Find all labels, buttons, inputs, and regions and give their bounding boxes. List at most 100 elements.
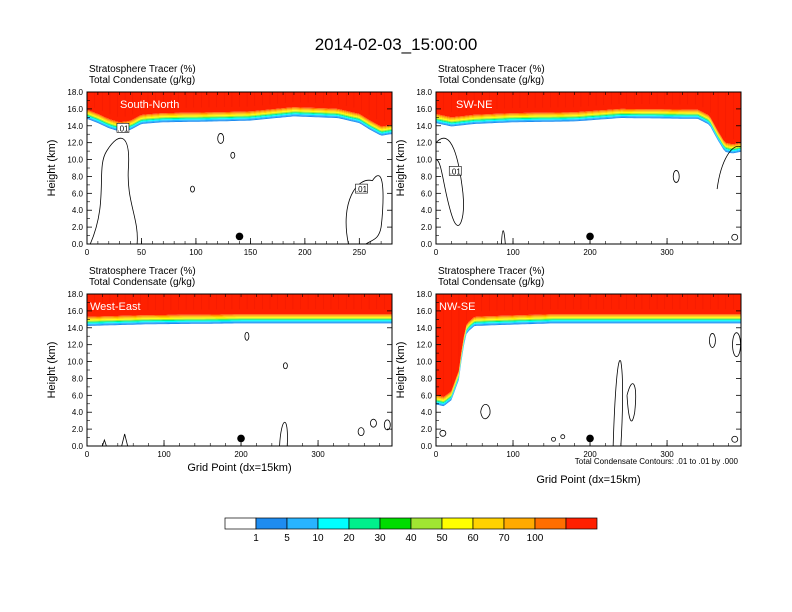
panel-header-line2: Total Condensate (g/kg)	[438, 75, 544, 86]
tracer-band-1	[87, 314, 392, 318]
contour-line-2	[244, 331, 250, 341]
contour-line-3	[190, 185, 195, 193]
tracer-band-6	[87, 319, 392, 323]
panel-header-line2: Total Condensate (g/kg)	[89, 75, 195, 86]
y-tick-label: 8.0	[421, 172, 433, 181]
colorbar-label: 100	[527, 533, 544, 544]
contour-line-2	[672, 170, 680, 183]
x-tick-label: 100	[189, 248, 203, 257]
tracer-field	[436, 294, 741, 446]
condensate-contours	[102, 331, 391, 446]
y-tick-label: 0.0	[72, 240, 84, 249]
x-tick-label: 150	[244, 248, 258, 257]
tracer-band-9	[87, 322, 392, 326]
y-tick-label: 12.0	[416, 139, 432, 148]
panel-3: Stratosphere Tracer (%)Total Condensate …	[395, 266, 742, 486]
y-tick-label: 2.0	[421, 425, 433, 434]
contour-line-4	[345, 175, 384, 244]
colorbar-label: 1	[253, 533, 259, 544]
colorbar-swatch	[472, 517, 505, 530]
y-tick-label: 12.0	[416, 341, 432, 350]
y-tick-label: 8.0	[421, 374, 433, 383]
y-tick-label: 4.0	[72, 206, 84, 215]
tracer-band-6	[436, 319, 741, 404]
x-tick-label: 250	[353, 248, 367, 257]
location-marker	[235, 232, 244, 241]
y-tick-label: 10.0	[67, 156, 83, 165]
x-tick-label: 300	[660, 450, 674, 459]
contour-line-1	[102, 438, 107, 446]
y-tick-label: 18.0	[67, 88, 83, 97]
x-tick-label: 300	[311, 450, 325, 459]
tracer-band-2	[436, 315, 741, 399]
contour-label: .01	[356, 185, 368, 194]
colorbar-swatch	[286, 517, 319, 530]
colorbar-swatch	[379, 517, 412, 530]
panel-header-line1: Stratosphere Tracer (%)	[89, 64, 196, 75]
panel-2: Stratosphere Tracer (%)Total Condensate …	[46, 266, 393, 474]
panels-group: Stratosphere Tracer (%)Total Condensate …	[46, 64, 742, 486]
y-tick-label: 8.0	[72, 374, 84, 383]
location-marker	[586, 434, 594, 443]
contour-line-7	[383, 419, 391, 431]
y-axis-label: Height (km)	[46, 140, 58, 197]
contour-line-0	[121, 433, 129, 446]
tracer-field: .01 .01	[87, 92, 392, 244]
tracer-field	[87, 294, 392, 446]
contour-line-2	[612, 360, 624, 446]
tracer-band-3	[87, 316, 392, 320]
y-tick-label: 18.0	[67, 290, 83, 299]
x-tick-label: 200	[583, 450, 597, 459]
y-tick-label: 18.0	[416, 88, 432, 97]
panel-region-label: SW-NE	[456, 99, 492, 111]
colorbar-swatch	[565, 517, 598, 530]
tracer-band-3	[436, 316, 741, 400]
y-tick-label: 6.0	[72, 189, 84, 198]
condensate-contours	[439, 332, 741, 446]
contour-label: .01	[450, 167, 462, 176]
contour-line-8	[560, 434, 566, 440]
y-tick-label: 6.0	[421, 189, 433, 198]
y-tick-label: 12.0	[67, 139, 83, 148]
colorbar-label: 50	[436, 533, 448, 544]
x-tick-label: 0	[85, 248, 90, 257]
y-tick-label: 14.0	[416, 122, 432, 131]
tracer-band-7	[87, 320, 392, 324]
y-tick-label: 0.0	[421, 442, 433, 451]
tracer-band-5	[87, 318, 392, 322]
y-tick-label: 4.0	[421, 408, 433, 417]
x-tick-label: 100	[506, 248, 520, 257]
contour-note: Total Condensate Contours: .01 to .01 by…	[575, 457, 739, 466]
contour-line-7	[551, 436, 556, 442]
contour-line-0	[439, 430, 447, 437]
colorbar-swatch	[317, 517, 350, 530]
x-tick-label: 300	[660, 248, 674, 257]
y-tick-label: 14.0	[67, 122, 83, 131]
x-tick-label: 100	[506, 450, 520, 459]
x-tick-label: 50	[137, 248, 146, 257]
condensate-contours	[89, 133, 384, 244]
y-axis-label: Height (km)	[46, 342, 58, 399]
x-tick-label: 0	[85, 450, 90, 459]
contour-line-4	[279, 421, 288, 446]
contour-line-1	[480, 404, 491, 420]
colorbar-swatch	[224, 517, 257, 530]
tracer-field: .01	[436, 92, 741, 244]
y-tick-label: 2.0	[72, 223, 84, 232]
y-tick-label: 2.0	[72, 425, 84, 434]
condensate-contours	[436, 137, 741, 244]
colorbar-label: 10	[312, 533, 324, 544]
contour-line-4	[731, 233, 739, 241]
contour-label-box	[116, 123, 130, 133]
panel-header-line1: Stratosphere Tracer (%)	[438, 64, 545, 75]
y-tick-label: 0.0	[421, 240, 433, 249]
x-tick-label: 100	[157, 450, 171, 459]
colorbar-label: 5	[284, 533, 290, 544]
panel-1: Stratosphere Tracer (%)Total Condensate …	[395, 64, 742, 257]
contour-label-box	[448, 166, 462, 176]
contour-label-box	[355, 183, 368, 194]
y-tick-label: 6.0	[421, 391, 433, 400]
tracer-band-1	[436, 314, 741, 398]
tracer-band-8	[436, 321, 741, 406]
